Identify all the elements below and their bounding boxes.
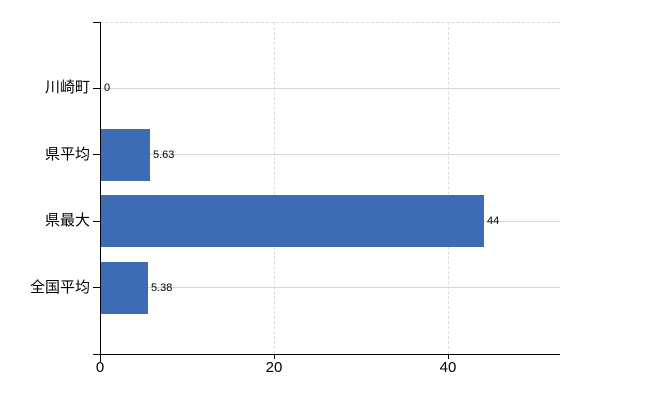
y-axis (100, 22, 101, 362)
bar (101, 262, 148, 314)
v-gridline (448, 22, 449, 354)
bar (101, 195, 484, 247)
x-axis-tick (448, 354, 449, 359)
x-axis-tick-label: 20 (265, 359, 283, 376)
plot-top-border (100, 22, 560, 23)
h-gridline (100, 87, 560, 89)
h-gridline (100, 287, 560, 289)
category-label: 全国平均 (29, 278, 90, 296)
y-axis-tick (93, 287, 100, 289)
category-label: 県最大 (44, 212, 90, 230)
bar-value-label: 0 (104, 82, 111, 95)
bar (101, 129, 150, 181)
h-gridline (100, 154, 560, 156)
category-label: 県平均 (44, 145, 90, 163)
bar-value-label: 5.38 (151, 281, 173, 294)
y-axis-tick (93, 220, 100, 222)
bar-value-label: 5.63 (153, 148, 175, 161)
v-gridline (274, 22, 275, 354)
y-axis-tick (93, 154, 100, 156)
x-axis-tick-label: 0 (95, 359, 105, 376)
bar-value-label: 44 (487, 215, 500, 228)
x-axis-tick (274, 354, 275, 359)
x-axis (93, 354, 560, 355)
y-axis-top-tick (93, 22, 100, 23)
x-axis-tick-label: 40 (439, 359, 457, 376)
category-label: 川崎町 (44, 79, 90, 97)
y-axis-tick (93, 87, 100, 89)
